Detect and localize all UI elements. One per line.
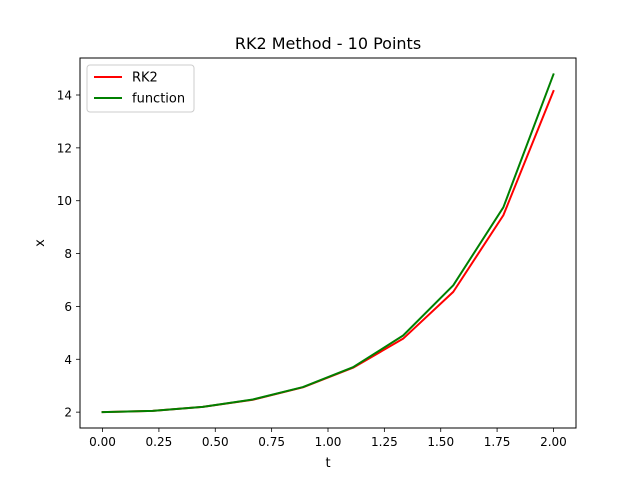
- series-line-function: [101, 73, 555, 414]
- x-tick-label: 2.00: [540, 435, 567, 449]
- x-tick-label: 0.00: [89, 435, 116, 449]
- chart-title: RK2 Method - 10 Points: [235, 34, 421, 53]
- x-tick-label: 1.75: [484, 435, 511, 449]
- y-tick-label: 4: [64, 353, 72, 367]
- x-axis-label: t: [325, 456, 330, 471]
- y-axis-ticks: 2 4 6 8 10 12 14: [57, 89, 80, 420]
- y-tick-label: 10: [57, 194, 72, 208]
- y-tick-label: 8: [64, 247, 72, 261]
- y-tick-label: 6: [64, 300, 72, 314]
- y-tick-label: 2: [64, 406, 72, 420]
- legend-label-rk2: RK2: [132, 71, 158, 86]
- y-tick-label: 12: [57, 141, 72, 155]
- y-tick-label: 14: [57, 89, 72, 103]
- legend: RK2 function: [86, 64, 195, 113]
- x-tick-label: 0.50: [202, 435, 229, 449]
- x-tick-label: 0.25: [146, 435, 173, 449]
- plot-series: [101, 73, 555, 414]
- x-tick-label: 1.50: [427, 435, 454, 449]
- x-tick-label: 1.00: [315, 435, 342, 449]
- x-tick-label: 1.25: [371, 435, 398, 449]
- x-axis-ticks: 0.00 0.25 0.50 0.75 1.00 1.25 1.50 1.75 2.00: [89, 428, 567, 449]
- y-axis-label: x: [33, 239, 48, 247]
- x-tick-label: 0.75: [258, 435, 285, 449]
- legend-label-function: function: [132, 92, 185, 107]
